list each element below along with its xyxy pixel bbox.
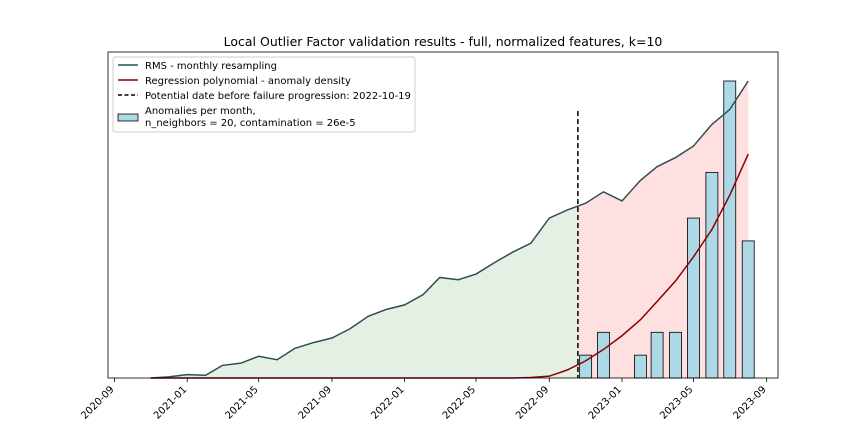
x-axis: 2020-09 2021-01 2021-05 2021-09 2022-01 2022-… (79, 378, 769, 422)
legend-vline-label: Potential date before failure progressio… (145, 91, 411, 102)
anomaly-bar (705, 171, 719, 379)
plot-area (107, 51, 779, 379)
pre-failure-area (150, 206, 578, 378)
legend-bars-label-line1: Anomalies per month, (145, 106, 256, 117)
legend-rms-label: RMS - monthly resampling (145, 61, 277, 72)
anomaly-bar (597, 331, 610, 379)
x-tick-label: 2021-01 (152, 384, 189, 421)
anomaly-bar (741, 240, 755, 379)
legend: RMS - monthly resampling Regression poly… (112, 56, 416, 133)
x-tick-label: 2022-05 (441, 384, 478, 421)
chart-title: Local Outlier Factor validation results … (224, 34, 663, 49)
legend-regression-label: Regression polynomial - anomaly density (145, 76, 351, 87)
anomaly-bar (687, 217, 700, 379)
legend-box (112, 56, 416, 133)
anomaly-bar (650, 331, 664, 379)
x-tick-label: 2020-09 (79, 384, 116, 421)
x-tick-label: 2021-05 (223, 384, 260, 421)
x-tick-label: 2021-09 (297, 384, 334, 421)
x-tick-label: 2022-09 (514, 384, 551, 421)
rms-line (150, 80, 749, 379)
x-tick-label: 2023-05 (658, 384, 695, 421)
legend-bars-label-line2: n_neighbors = 20, contamination = 26e-5 (145, 118, 356, 129)
anomaly-bars (579, 80, 755, 379)
x-tick-label: 2022-01 (369, 384, 406, 421)
anomaly-bar (669, 331, 682, 379)
anomaly-bar (723, 80, 737, 379)
legend-bars-swatch (117, 113, 139, 122)
x-tick-label: 2023-01 (587, 384, 624, 421)
x-tick-label: 2023-09 (731, 384, 768, 421)
anomaly-bar (634, 354, 647, 379)
